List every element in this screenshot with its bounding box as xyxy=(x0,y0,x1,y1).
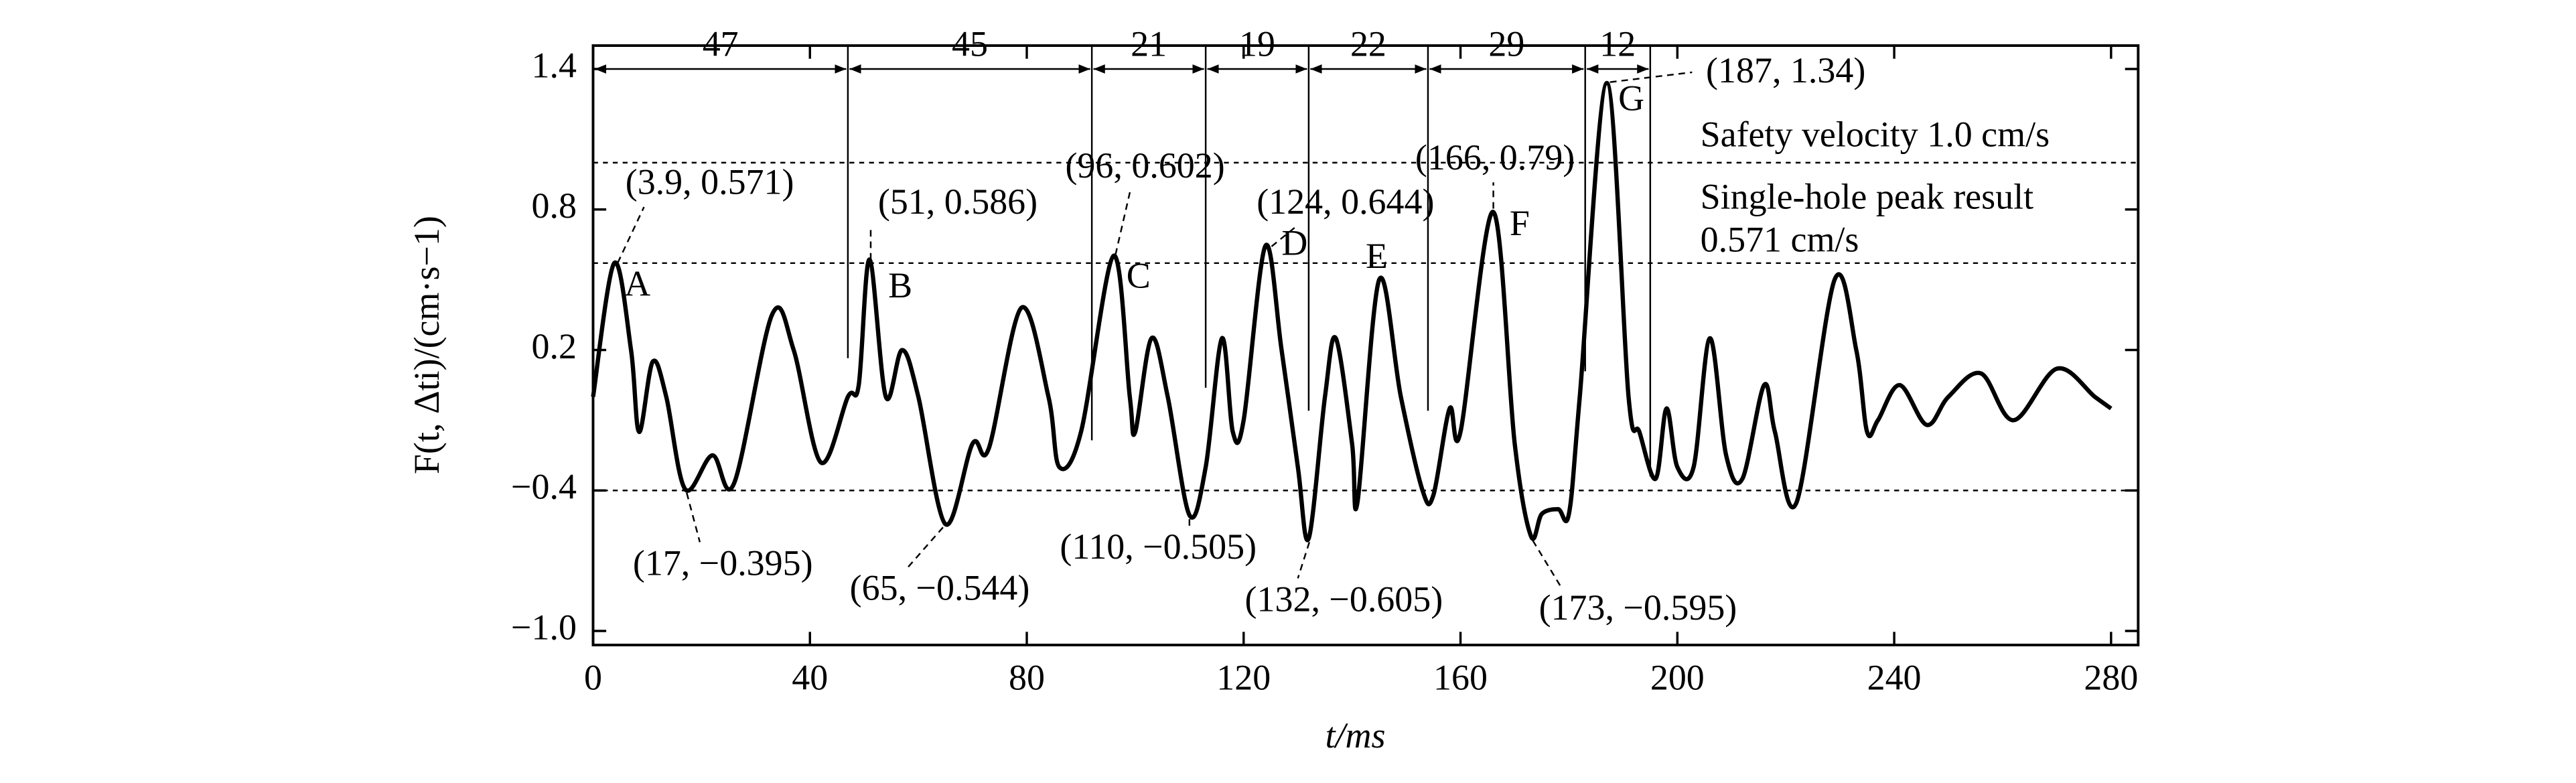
x-tick-label: 280 xyxy=(2084,657,2138,697)
reference-text: Safety velocity 1.0 cm/s xyxy=(1701,114,2050,154)
annotation: (124, 0.644) xyxy=(1257,182,1434,222)
reference-text: Single-hole peak result xyxy=(1701,177,2033,217)
interval-label: 19 xyxy=(1239,24,1275,64)
plot-frame xyxy=(591,44,2140,646)
y-tick-label: 1.4 xyxy=(531,45,576,85)
interval-label: 47 xyxy=(703,24,739,64)
point-letter: F xyxy=(1510,203,1530,243)
x-tick-label: 160 xyxy=(1433,657,1488,697)
leader xyxy=(1532,540,1562,587)
x-axis-label: t/ms xyxy=(1326,715,1386,756)
leader xyxy=(1115,190,1131,255)
interval-label: 22 xyxy=(1350,24,1386,64)
annotation: (65, −0.544) xyxy=(850,567,1030,608)
point-letter: E xyxy=(1366,236,1388,276)
annotation: (132, −0.605) xyxy=(1245,579,1443,620)
point-letter: B xyxy=(888,265,912,305)
interval-label: 21 xyxy=(1131,24,1167,64)
y-axis-label: F(t, Δti)/(cm·s−1) xyxy=(407,216,447,474)
interval-label: 29 xyxy=(1488,24,1524,64)
point-letter: D xyxy=(1281,222,1307,263)
leader xyxy=(686,492,701,543)
annotation: (96, 0.602) xyxy=(1065,145,1224,186)
y-tick-label: 0.8 xyxy=(531,186,576,226)
leader xyxy=(1297,542,1311,579)
reference-text: 0.571 cm/s xyxy=(1701,219,1859,259)
x-tick-label: 40 xyxy=(792,657,828,697)
point-letter: G xyxy=(1618,78,1644,118)
leader xyxy=(1271,224,1299,247)
y-tick-label: 0.2 xyxy=(531,326,576,366)
annotation: (3.9, 0.571) xyxy=(626,162,794,202)
x-tick-label: 0 xyxy=(584,657,602,697)
x-tick-label: 240 xyxy=(1867,657,1922,697)
interval-label: 12 xyxy=(1599,24,1636,64)
leader xyxy=(906,526,944,569)
leader xyxy=(1609,71,1693,83)
point-letter: A xyxy=(624,264,650,304)
annotation: (17, −0.395) xyxy=(633,543,813,583)
interval-label: 45 xyxy=(952,24,988,64)
leader xyxy=(617,206,645,263)
annotation: (187, 1.34) xyxy=(1706,50,1865,90)
annotation: (110, −0.505) xyxy=(1060,526,1257,567)
annotation: (51, 0.586) xyxy=(878,182,1037,222)
point-letter: C xyxy=(1127,255,1151,295)
y-tick-label: −0.4 xyxy=(511,467,577,507)
y-tick-label: −1.0 xyxy=(511,607,577,647)
annotation: (166, 0.79) xyxy=(1415,137,1575,177)
x-tick-label: 200 xyxy=(1650,657,1705,697)
annotation: (173, −0.595) xyxy=(1539,587,1737,628)
x-tick-label: 80 xyxy=(1009,657,1045,697)
x-tick-label: 120 xyxy=(1216,657,1271,697)
data-line xyxy=(591,80,2113,543)
